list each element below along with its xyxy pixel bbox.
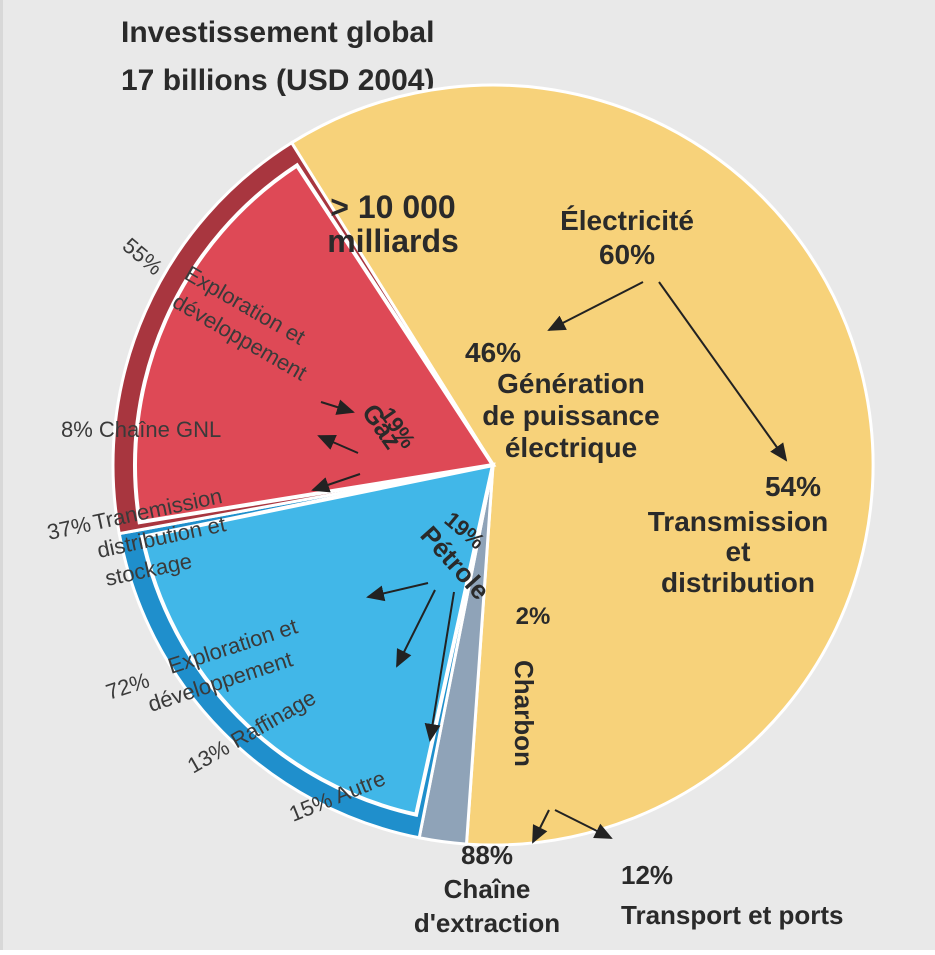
chart-title: Investissement global [121, 16, 434, 49]
arrow-gas-gnl [317, 435, 359, 454]
arrow-oil-autre [424, 591, 455, 742]
gen-label-line2: de puissance [482, 400, 659, 431]
gen-label-line3: électrique [505, 432, 637, 463]
pie-chart: Investissement global 17 billions (USD 2… [45, 16, 875, 938]
coal-ext-line2: d'extraction [414, 908, 560, 938]
arrow-gas-expl [320, 399, 355, 415]
pie-slice-electricite [289, 83, 875, 847]
pie-slice-inner-petrole [139, 462, 496, 818]
arrow-coal-ext [532, 809, 550, 844]
coal-ext-percent: 88% [461, 840, 513, 870]
elec-note-line2: milliards [327, 223, 459, 259]
coal-ext-line1: Chaîne [444, 874, 531, 904]
pie-slice-inner-gaz [133, 162, 497, 525]
coal-percent: 2% [516, 603, 551, 630]
coal-label: Charbon [509, 660, 539, 767]
arrow-elec-gen [547, 281, 644, 331]
oil-expl-percent: 72% [103, 667, 153, 704]
gas-expl-percent: 55% [118, 233, 168, 280]
chart-subtitle: 17 billions (USD 2004) [121, 64, 434, 97]
gas-gnl-label: 8% Chaîne GNL [61, 417, 221, 442]
coal-tp-line1: Transport et ports [621, 900, 843, 930]
gen-label-line1: Génération [497, 368, 645, 399]
td-label-line2: et [726, 536, 751, 567]
elec-label: Électricité [560, 205, 694, 236]
arrow-elec-td [658, 281, 788, 462]
gen-percent: 46% [465, 337, 521, 368]
elec-percent: 60% [599, 239, 655, 270]
arrow-oil-expl [366, 582, 429, 602]
td-label-line3: distribution [661, 567, 815, 598]
arrow-coal-tp [554, 809, 613, 839]
arrow-gas-trans [311, 473, 361, 493]
elec-note-line1: > 10 000 [330, 189, 455, 225]
coal-tp-percent: 12% [621, 860, 673, 890]
td-label-line1: Transmission [648, 506, 829, 537]
gas-trans-percent: 37% [45, 511, 93, 545]
arrow-oil-raff [396, 589, 436, 668]
td-percent: 54% [765, 471, 821, 502]
